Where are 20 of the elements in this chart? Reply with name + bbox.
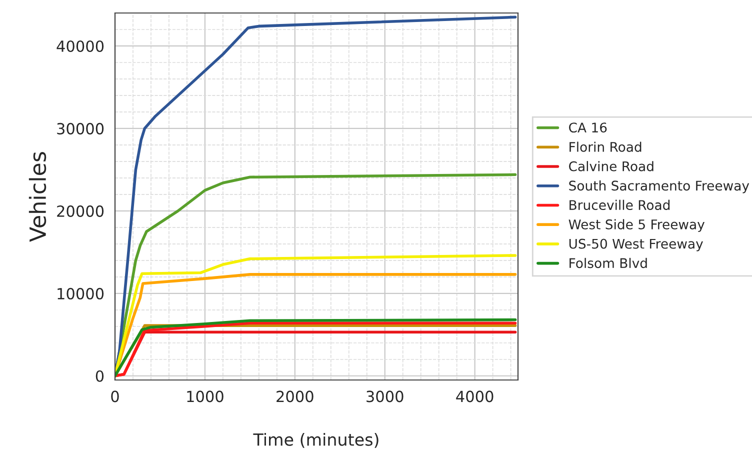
x-tick-label: 0 [111, 390, 119, 402]
legend-label: Bruceville Road [570, 200, 670, 210]
legend-label: Folsom Blvd [570, 258, 647, 268]
y-tick-label: 40000 [56, 40, 104, 52]
legend-label: Calvine Road [569, 161, 654, 172]
y-tick-label: 30000 [57, 122, 104, 134]
x-tick-label: 1000 [187, 390, 224, 402]
legend-label: CA 16 [569, 122, 607, 133]
x-tick-label: 2000 [276, 390, 314, 402]
x-tick-label: 4000 [456, 390, 494, 402]
legend-label: West Side 5 Freeway [568, 219, 705, 232]
legend-label: US-50 West Freeway [569, 238, 703, 252]
x-tick-label: 3000 [366, 390, 404, 402]
x-axis-title: Time (minutes) [253, 432, 378, 448]
y-tick-label: 10000 [58, 288, 104, 300]
y-axis-title: Vehicles [28, 152, 46, 242]
y-tick-label: 0 [96, 370, 104, 382]
legend-label: Florin Road [570, 142, 642, 152]
legend-label: South Sacramento Freeway [569, 180, 750, 194]
y-tick-label: 20000 [57, 205, 104, 217]
